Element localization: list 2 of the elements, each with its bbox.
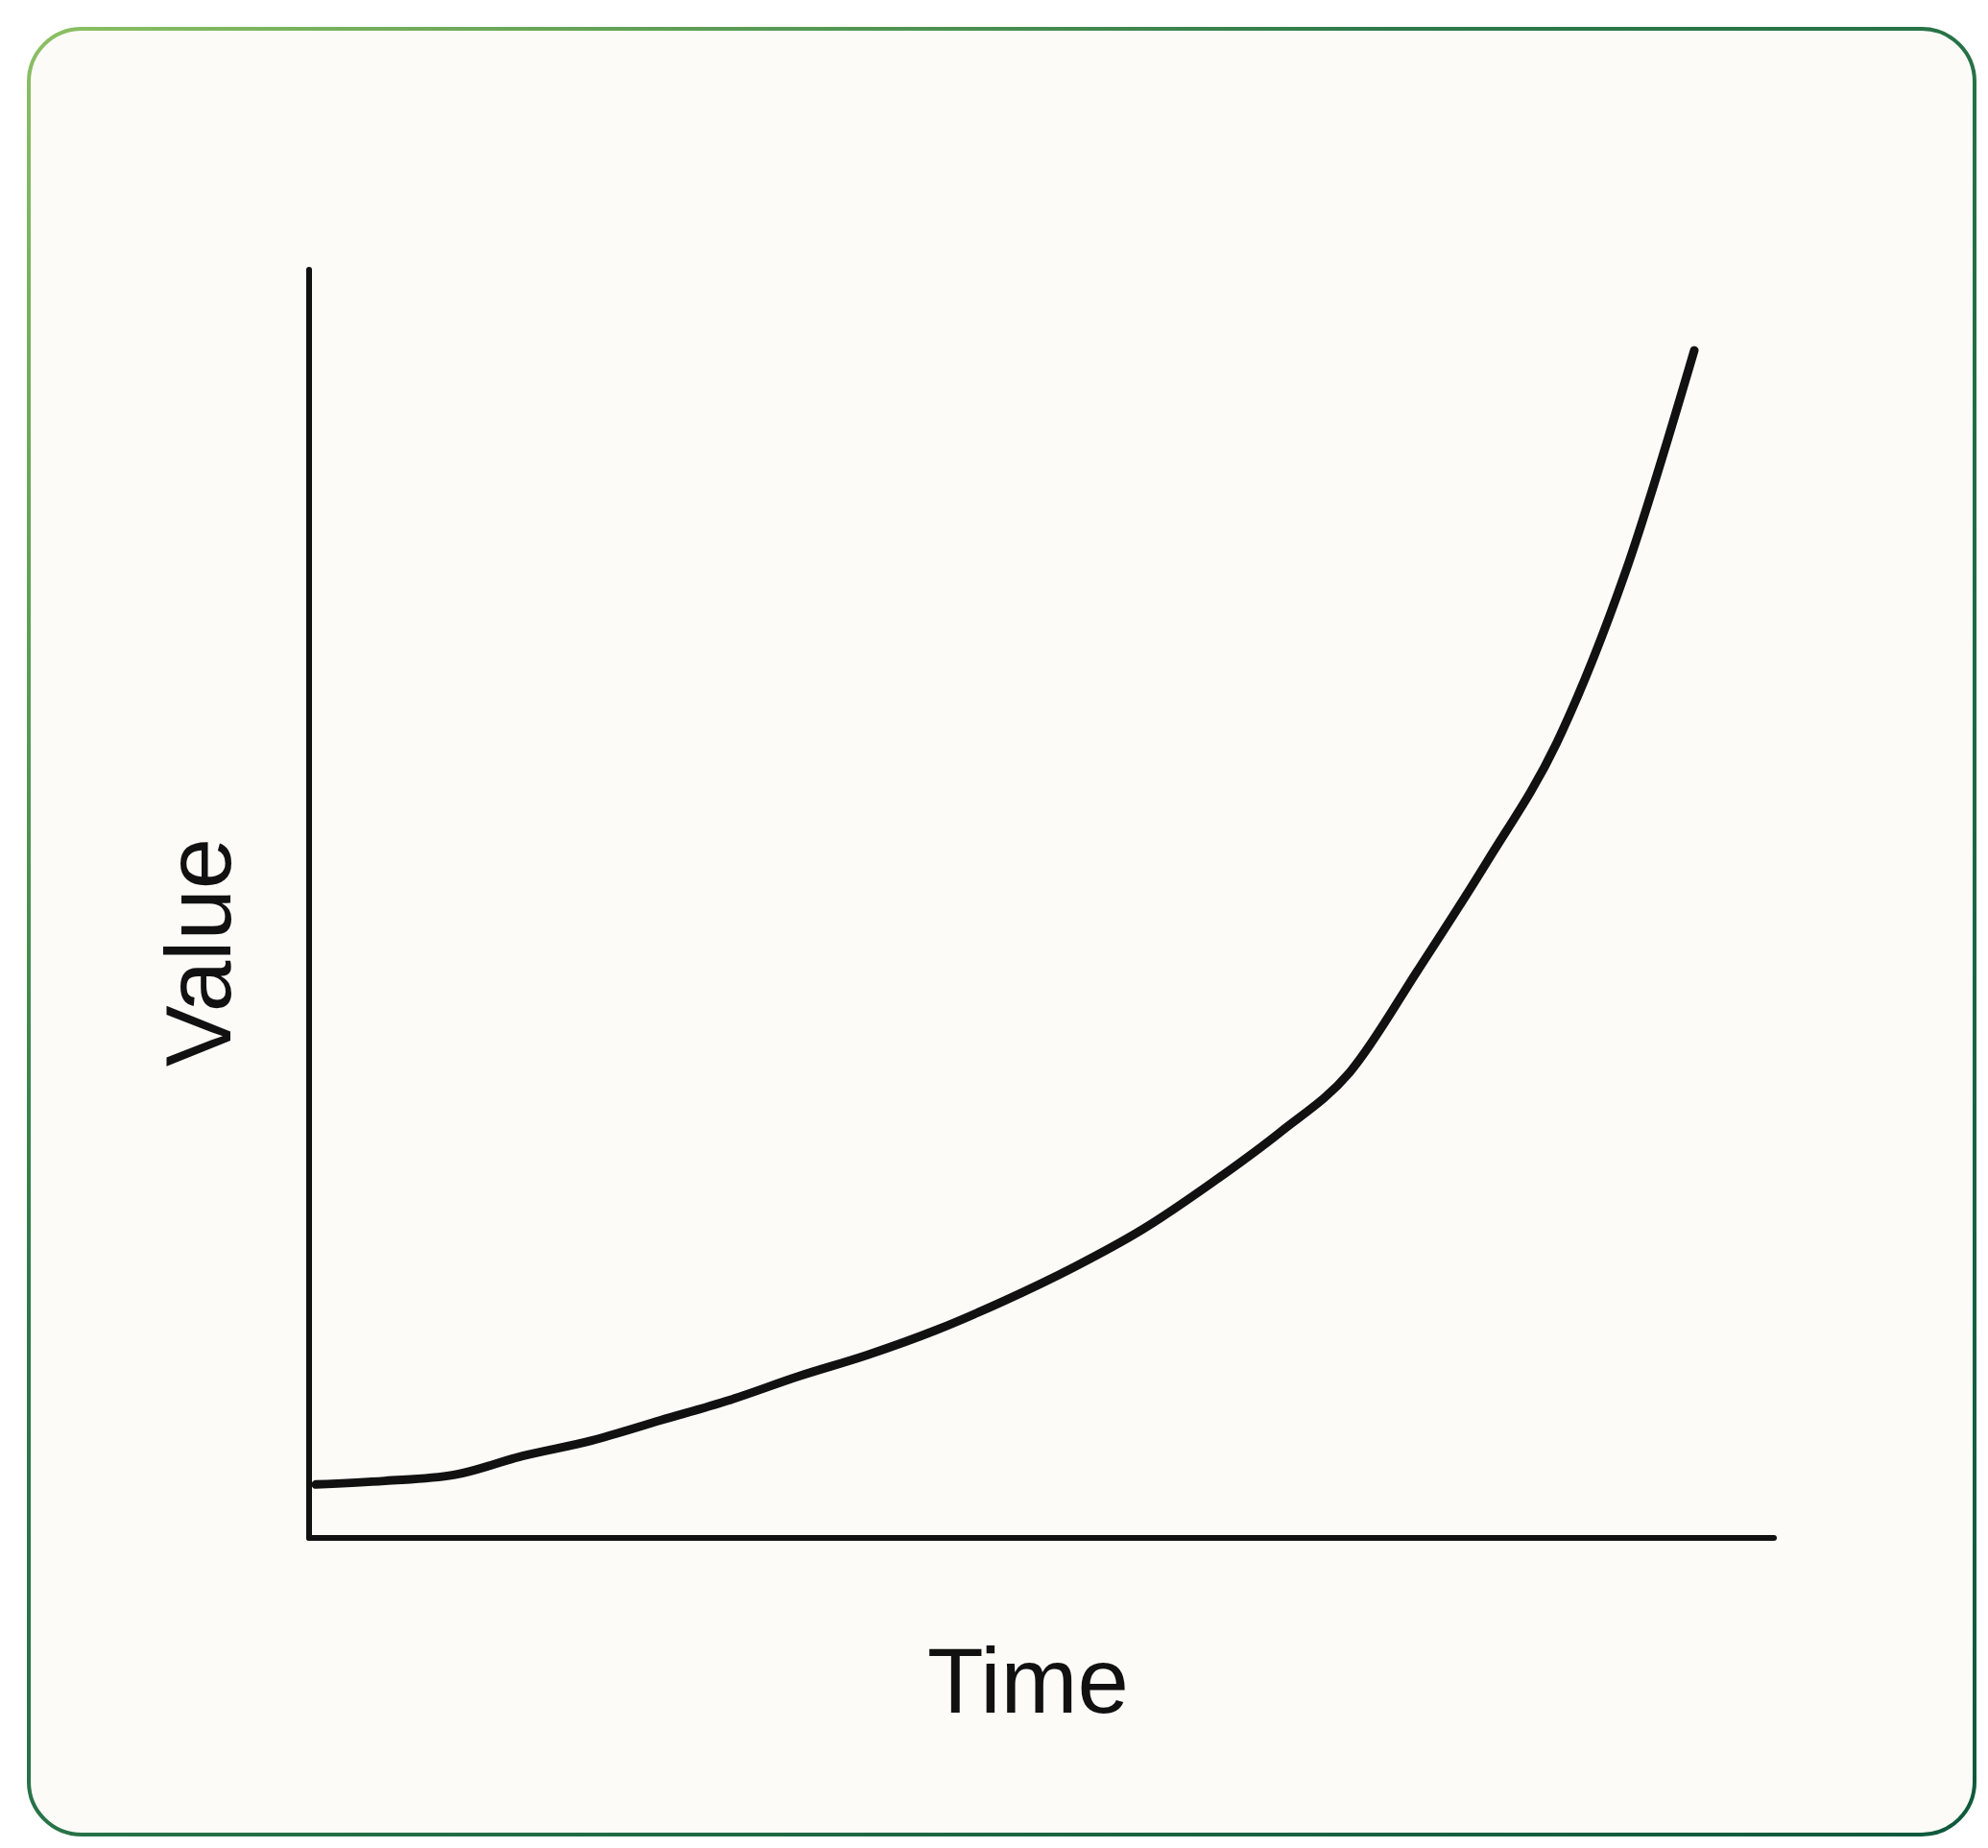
x-axis-title: Time xyxy=(927,1629,1129,1732)
y-axis-title: Value xyxy=(147,837,250,1068)
